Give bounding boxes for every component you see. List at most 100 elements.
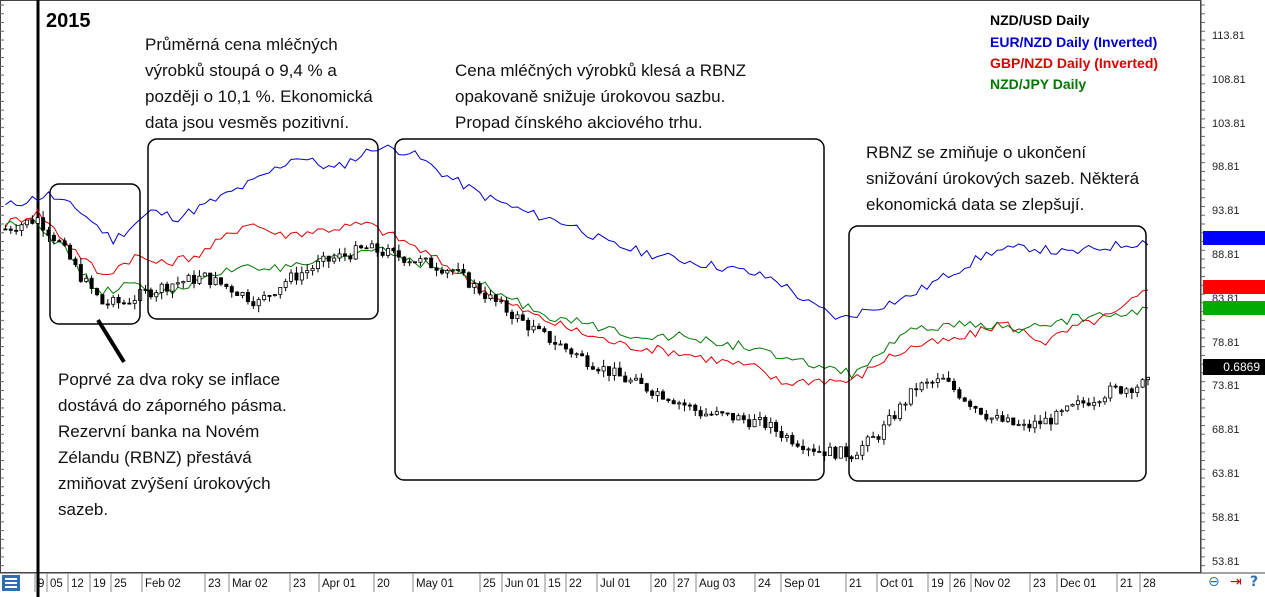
candle-body xyxy=(434,267,439,271)
nzdjpy-price-tag xyxy=(1203,301,1265,315)
candle-body xyxy=(1059,410,1064,413)
nzdusd-candle xyxy=(811,443,816,456)
time-tick-label: 25 xyxy=(114,578,127,590)
nzdusd-candle xyxy=(962,396,967,403)
nzdusd-candle xyxy=(817,445,822,453)
candle-body xyxy=(251,301,256,307)
nzdusd-candle xyxy=(892,410,897,421)
candle-body xyxy=(499,300,504,303)
price-tick-label: 73.81 xyxy=(1212,380,1240,393)
candle-body xyxy=(849,456,854,460)
candle-body xyxy=(914,388,919,391)
time-tick-label: Dec 01 xyxy=(1060,578,1097,590)
candle-body xyxy=(240,292,245,296)
nzdusd-candle xyxy=(801,439,806,455)
nzdusd-candle xyxy=(660,389,665,400)
nzdusd-candle xyxy=(984,410,989,422)
candle-body xyxy=(461,269,466,274)
nzdusd-candle xyxy=(677,400,682,410)
candle-body xyxy=(763,416,768,429)
nzdusd-candle xyxy=(229,284,234,298)
menu-icon[interactable] xyxy=(2,575,20,591)
nzdusd-candle xyxy=(865,434,870,452)
candle-body xyxy=(682,402,687,406)
candle-body xyxy=(876,436,881,440)
nzdusd-candle xyxy=(666,398,671,403)
nzdusd-candle xyxy=(585,352,590,370)
nzdusd-candle xyxy=(315,254,320,273)
nzdusd-candle xyxy=(639,373,644,385)
annotation-boxes xyxy=(49,138,1147,482)
nzdusd-candle xyxy=(364,245,369,250)
nzdusd-candle xyxy=(165,281,170,296)
candle-body xyxy=(542,328,547,332)
nzdusd-candle xyxy=(919,381,924,393)
candle-body xyxy=(844,446,849,458)
candle-body xyxy=(547,331,552,343)
time-tick-label: Jun 01 xyxy=(505,578,540,590)
nzdusd-candle xyxy=(8,225,13,234)
nzdusd-candle xyxy=(590,362,595,370)
candle-body xyxy=(348,255,353,260)
candle-body xyxy=(601,366,606,372)
legend-gbpnzd: GBP/NZD Daily (Inverted) xyxy=(990,55,1159,71)
nzdusd-candle xyxy=(439,266,444,275)
time-tick-label: Aug 03 xyxy=(699,578,736,590)
candle-body xyxy=(515,314,520,320)
price-tick-label: 98.81 xyxy=(1212,161,1240,174)
candle-body xyxy=(1038,420,1043,425)
candle-body xyxy=(245,292,250,303)
nzdusd-candle xyxy=(1102,395,1107,405)
nzdusd-candle xyxy=(682,399,687,412)
time-tick-label: 25 xyxy=(483,578,496,590)
time-tick-label: Sep 01 xyxy=(784,578,821,590)
nzdusd-candle xyxy=(310,265,315,276)
nzdusd-candle xyxy=(73,256,78,268)
nzdusd-candle xyxy=(51,232,56,245)
nzdusd-candle xyxy=(402,255,407,266)
nzdusd-candle xyxy=(294,266,299,285)
candle-body xyxy=(962,397,967,402)
left-axis-ticks xyxy=(0,4,4,567)
candle-body xyxy=(1119,386,1124,394)
candle-body xyxy=(272,294,277,296)
time-tick-label: 9 xyxy=(38,578,45,590)
candle-body xyxy=(865,436,870,446)
nzdusd-candle xyxy=(321,251,326,268)
candle-body xyxy=(887,415,892,426)
candle-body xyxy=(569,348,574,355)
candle-body xyxy=(1113,385,1118,388)
candle-body xyxy=(520,314,525,321)
nzdusd-candle xyxy=(159,282,164,300)
candle-body xyxy=(650,390,655,396)
nzdusd-candle xyxy=(466,271,471,289)
nzdusd-candle xyxy=(1135,384,1140,398)
candle-body xyxy=(466,272,471,288)
nzdusd-candle xyxy=(526,317,531,337)
nzdusd-candle xyxy=(914,382,919,397)
nzdusd-candle xyxy=(876,434,881,443)
help-icon[interactable]: ? xyxy=(1250,574,1259,590)
candle-body xyxy=(1102,397,1107,403)
candle-body xyxy=(639,377,644,385)
nzdusd-candle xyxy=(563,342,568,353)
candle-body xyxy=(380,251,385,256)
candle-body xyxy=(558,343,563,346)
go-to-latest-icon[interactable]: ⇥ xyxy=(1230,574,1242,590)
link-icon[interactable]: ⊖ xyxy=(1208,574,1220,590)
nzdusd-candle xyxy=(580,350,585,357)
candle-body xyxy=(698,410,703,417)
nzdusd-candle xyxy=(235,290,240,296)
candle-body xyxy=(30,219,35,224)
candle-body xyxy=(1108,385,1113,399)
candle-body xyxy=(510,311,515,320)
nzdusd-candle xyxy=(553,335,558,350)
candle-body xyxy=(1140,379,1145,388)
candle-body xyxy=(57,240,62,243)
nzdusd-candle xyxy=(35,214,40,225)
candle-body xyxy=(741,415,746,421)
nzdusd-candle xyxy=(655,387,660,403)
candle-body xyxy=(105,303,110,306)
nzdusd-candle xyxy=(1129,387,1134,400)
time-tick-label: 23 xyxy=(208,578,221,590)
